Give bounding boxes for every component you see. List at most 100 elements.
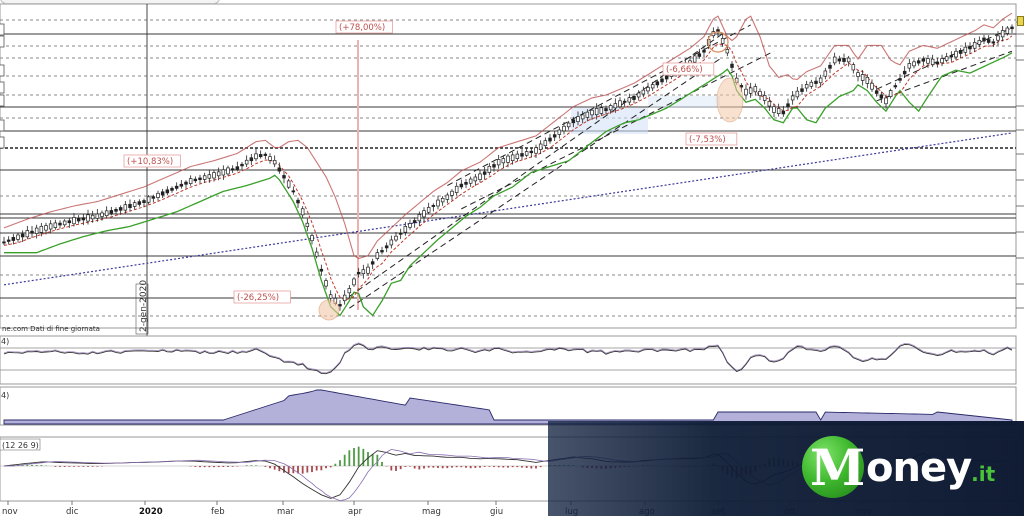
upper-channel-line [349,33,723,297]
top-handle[interactable] [0,0,220,4]
candle-108 [254,153,258,160]
candle-96 [226,167,230,175]
candle-274 [641,89,646,95]
candle-318 [744,88,748,96]
candle-388 [907,63,912,69]
candle-168 [394,235,398,241]
candle-392 [916,60,921,64]
candle-266 [622,100,627,103]
x-tick-label-7: giu [490,507,503,516]
macd-bar-224 [525,466,528,469]
candle-372 [870,82,874,90]
candle-368 [860,74,865,81]
candle-216 [506,155,510,163]
candle-328 [767,101,772,107]
candle-206 [482,171,487,175]
candle-12 [30,230,34,234]
candle-310 [725,49,730,54]
macd-bar-212 [497,466,500,468]
candle-82 [193,178,198,182]
annotation-drop-6-box [662,62,715,76]
candle-86 [202,175,207,180]
candle-88 [207,174,212,179]
candle-226 [529,150,534,154]
candle-92 [216,171,221,177]
candle-380 [888,90,893,97]
candle-174 [408,223,412,228]
candle-70 [165,189,170,194]
macd-bar-186 [437,466,439,468]
candle-170 [398,232,403,235]
candle-300 [702,49,706,53]
candle-156 [366,266,370,274]
candle-262 [613,103,618,109]
candle-400 [935,61,940,65]
candle-408 [954,50,958,58]
candle-18 [44,225,48,231]
candle-416 [972,42,977,49]
candle-36 [86,214,90,222]
candle-32 [76,217,81,222]
candle-270 [632,95,636,100]
candle-42 [100,212,104,217]
annotation-gain-78: (+78,00%) [339,23,385,33]
macd-bar-196 [460,466,463,468]
logo-wordmark: oney.it [866,445,996,491]
macd-bar-114 [269,466,271,469]
macd-bar-142 [334,463,337,466]
macd-bar-222 [521,466,523,468]
candle-284 [664,75,669,80]
candle-190 [445,194,450,200]
candle-210 [492,164,496,168]
candle-406 [949,55,954,58]
x-tick-label-0: nov [2,507,18,516]
candle-322 [753,86,758,93]
candle-394 [921,58,926,62]
candle-114 [268,156,272,161]
macd-bar-208 [488,466,491,467]
macd-bar-160 [376,454,379,466]
candle-390 [912,61,916,67]
macd-bar-112 [264,466,267,467]
candle-228 [534,147,538,154]
candle-232 [543,140,548,147]
macd-label: (12 26 9) [2,441,39,450]
macd-bar-148 [348,450,351,466]
candle-250 [585,111,590,118]
candle-68 [160,191,165,196]
macd-bar-200 [469,466,472,469]
candle-200 [468,178,473,184]
macd-bar-220 [516,466,519,468]
x-tick-label-6: mag [422,507,441,516]
macd-bar-158 [371,453,374,466]
macd-bar-168 [395,466,397,471]
x-tick-label-4: mar [277,507,294,516]
volatility-area [3,389,1013,425]
macd-bar-8 [21,464,24,466]
candle-72 [170,187,174,191]
left-scale-box-4 [0,94,5,107]
candle-46 [109,210,114,214]
candle-58 [137,201,142,205]
candle-248 [580,114,585,120]
candle-196 [459,183,464,188]
macd-bar-90 [213,466,215,468]
macd-bar-228 [535,466,537,469]
candle-396 [926,58,930,64]
candle-418 [977,40,982,45]
candle-420 [982,37,986,42]
rise-channel-lower [461,50,775,210]
macd-bar-98 [231,466,234,467]
candle-398 [930,58,935,65]
macd-bar-194 [455,466,458,468]
candle-158 [370,261,375,265]
candle-148 [347,288,352,294]
candle-242 [566,122,571,128]
macd-bar-216 [507,466,509,468]
candle-56 [132,202,137,207]
green-stop-line [4,52,1013,317]
candle-40 [95,213,100,219]
rise-channel-upper [447,24,751,186]
candle-84 [198,177,202,180]
